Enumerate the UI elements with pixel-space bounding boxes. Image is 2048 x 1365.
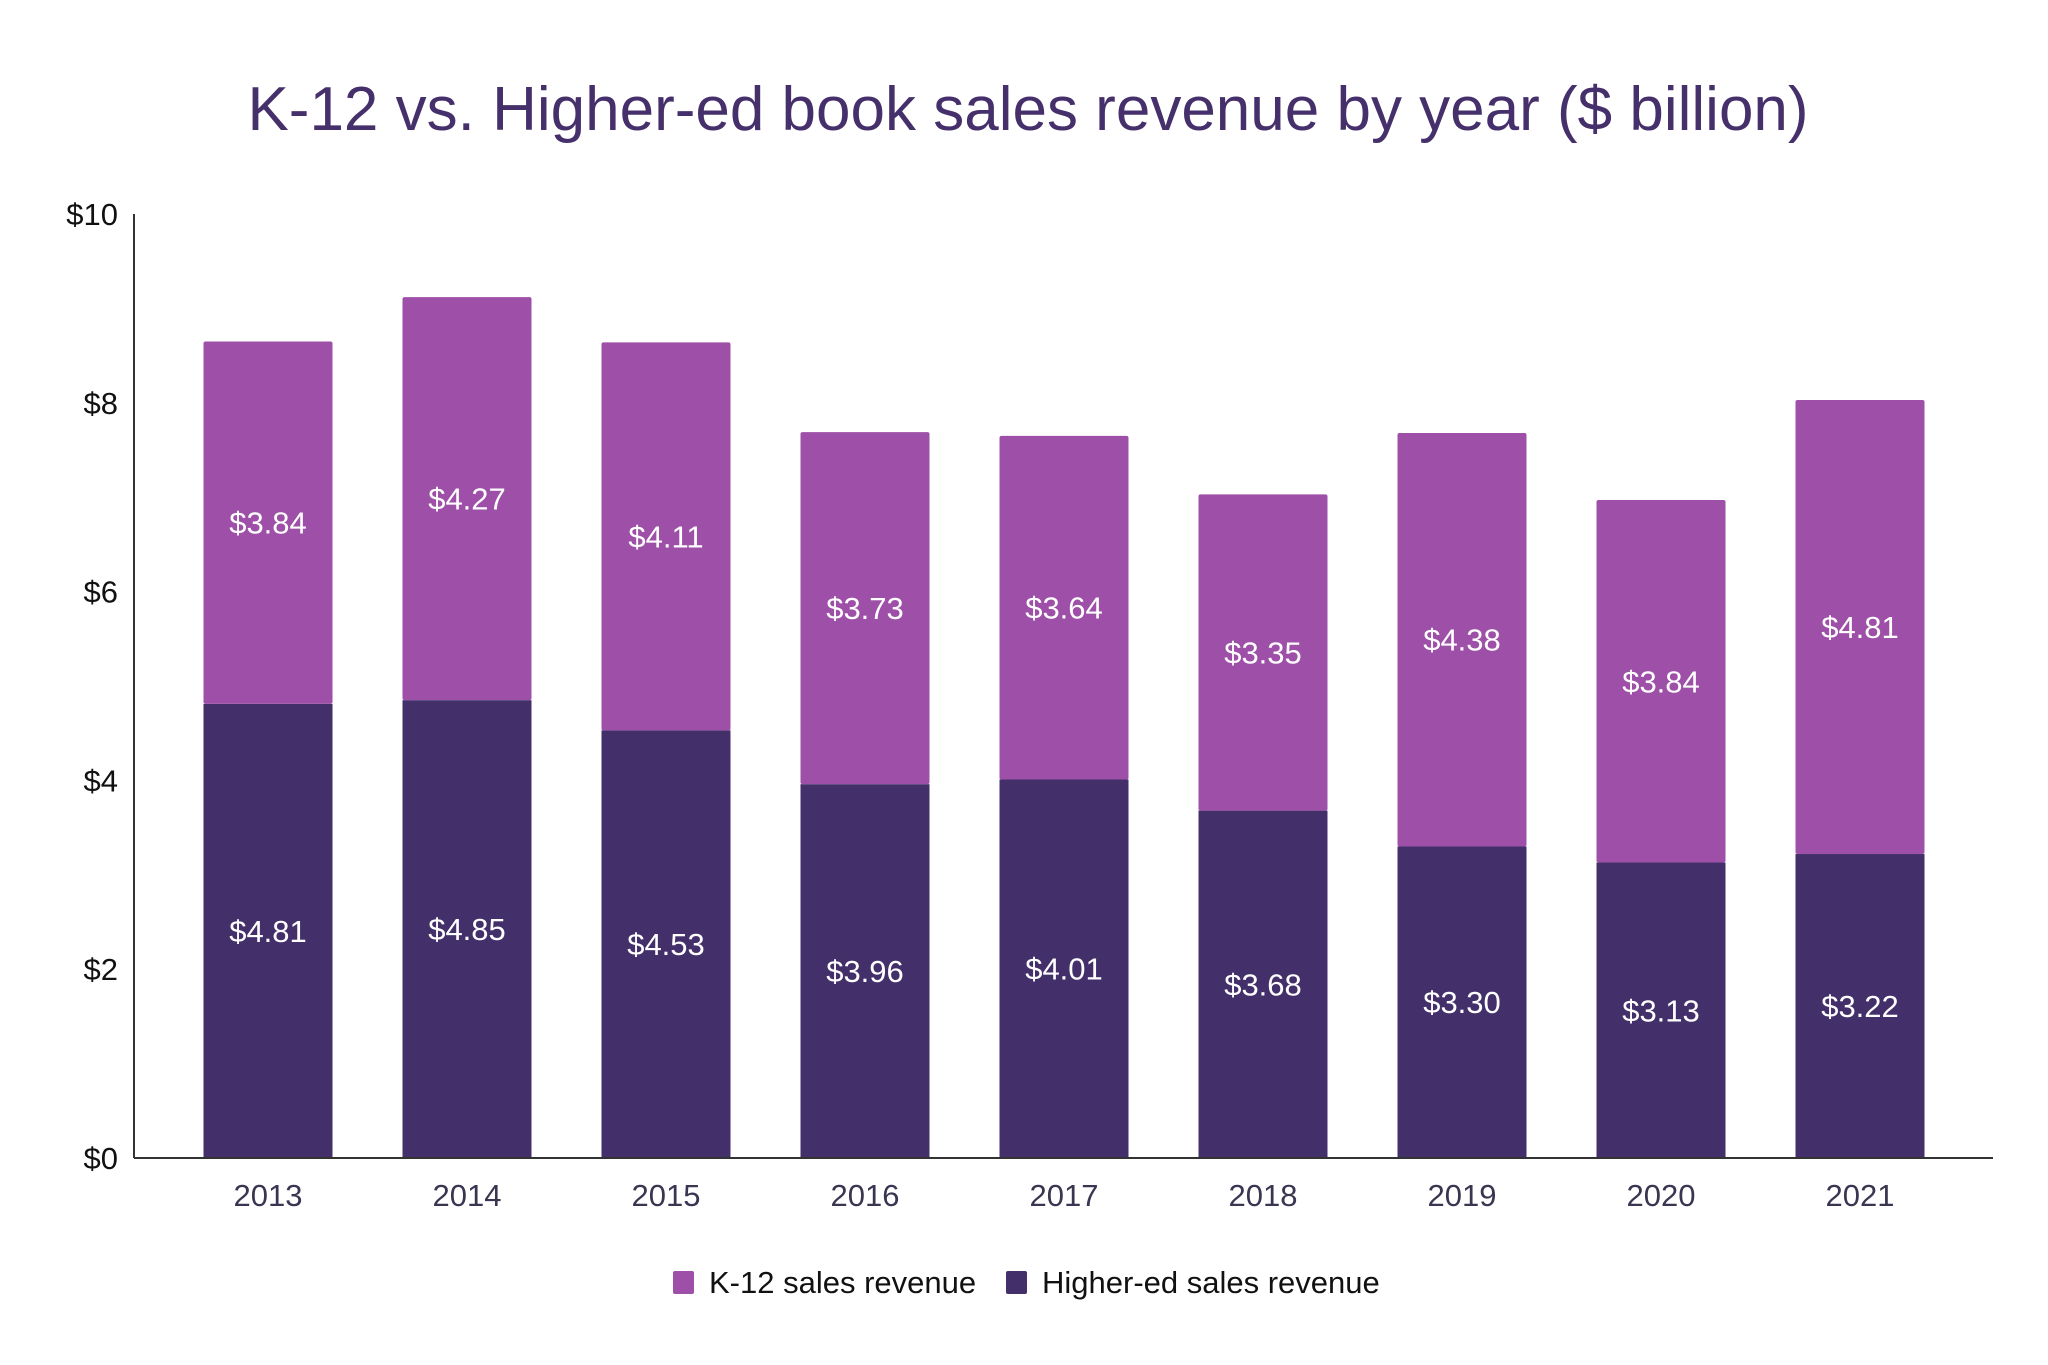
legend: K-12 sales revenue Higher-ed sales reven…: [673, 1265, 1380, 1300]
data-label: $3.84: [229, 506, 307, 541]
bar-k12-2015: [601, 342, 731, 731]
bar-k12-2016: [800, 432, 930, 785]
data-label: $3.13: [1622, 993, 1700, 1028]
data-label: $4.81: [1821, 610, 1899, 645]
x-tick-label: 2016: [831, 1178, 900, 1213]
y-tick-label: $10: [66, 197, 118, 232]
data-label: $4.38: [1423, 623, 1501, 658]
bar-k12-2017: [999, 435, 1129, 780]
bar-higher-ed-2019: [1397, 846, 1527, 1158]
data-label: $3.96: [826, 954, 904, 989]
bar-k12-2018: [1198, 494, 1328, 811]
legend-label-higher-ed: Higher-ed sales revenue: [1042, 1265, 1380, 1300]
data-label: $3.30: [1423, 985, 1501, 1020]
x-tick-label: 2015: [632, 1178, 701, 1213]
data-label: $3.68: [1224, 967, 1302, 1002]
bar-k12-2013: [203, 341, 333, 704]
x-tick-label: 2019: [1428, 1178, 1497, 1213]
y-tick-label: $6: [84, 575, 118, 610]
data-label: $4.85: [428, 912, 506, 947]
data-label: $3.22: [1821, 989, 1899, 1024]
x-axis-ticks: 2013 2014 2015 2016 2017 2018 2019 2020 2021: [234, 1178, 1895, 1213]
data-label: $4.01: [1025, 952, 1103, 987]
bar-k12-2020: [1596, 500, 1726, 863]
bar-higher-ed-2015: [601, 730, 731, 1158]
bar-higher-ed-2018: [1198, 810, 1328, 1158]
bar-k12-2019: [1397, 433, 1527, 847]
x-tick-label: 2021: [1826, 1178, 1895, 1213]
data-label: $3.64: [1025, 591, 1103, 626]
x-tick-label: 2013: [234, 1178, 303, 1213]
bar-higher-ed-2013: [203, 703, 333, 1158]
data-label: $4.27: [428, 482, 506, 517]
y-tick-label: $2: [84, 952, 118, 987]
bar-higher-ed-2017: [999, 779, 1129, 1158]
x-tick-label: 2014: [433, 1178, 502, 1213]
y-tick-label: $8: [84, 386, 118, 421]
bar-higher-ed-2020: [1596, 862, 1726, 1158]
chart-title: K-12 vs. Higher-ed book sales revenue by…: [247, 75, 1808, 144]
data-label: $4.53: [627, 927, 705, 962]
y-tick-label: $4: [84, 763, 118, 798]
legend-label-k12: K-12 sales revenue: [709, 1265, 976, 1300]
bars: $4.81 $3.84 $4.85 $4.27 $4.53 $4.11 $3.96 $3.73…: [203, 297, 1925, 1158]
bar-higher-ed-2014: [402, 700, 532, 1158]
bar-k12-2021: [1795, 399, 1925, 855]
y-tick-label: $0: [84, 1141, 118, 1176]
data-label: $3.35: [1224, 635, 1302, 670]
data-label: $4.81: [229, 914, 307, 949]
data-label: $4.11: [628, 519, 703, 554]
data-label: $3.73: [826, 591, 904, 626]
legend-swatch-higher-ed: [1006, 1271, 1027, 1294]
bar-k12-2014: [402, 297, 532, 701]
x-tick-label: 2020: [1627, 1178, 1696, 1213]
x-tick-label: 2017: [1030, 1178, 1099, 1213]
bar-higher-ed-2016: [800, 784, 930, 1158]
data-label: $3.84: [1622, 664, 1700, 699]
x-tick-label: 2018: [1229, 1178, 1298, 1213]
y-axis-ticks: $0 $2 $4 $6 $8 $10: [66, 197, 118, 1176]
legend-swatch-k12: [673, 1271, 694, 1294]
bar-higher-ed-2021: [1795, 854, 1925, 1158]
